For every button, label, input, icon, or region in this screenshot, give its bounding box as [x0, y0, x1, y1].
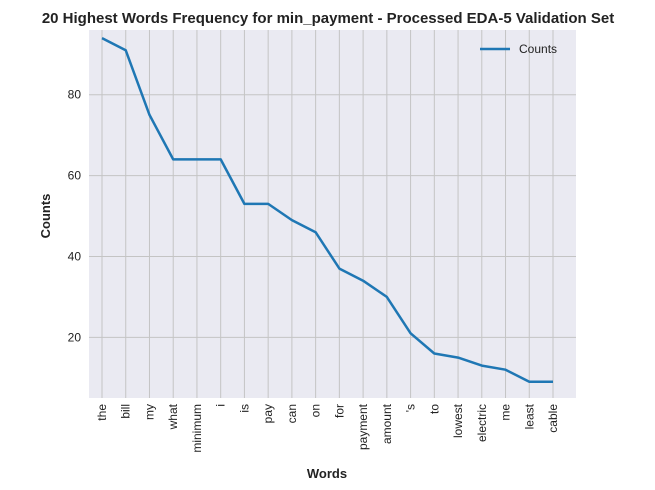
x-tick-label: amount	[380, 403, 394, 444]
y-tick-label: 80	[68, 88, 82, 102]
x-tick-label: pay	[261, 404, 275, 423]
x-tick-label: on	[309, 404, 323, 417]
x-tick-label: the	[95, 404, 109, 421]
legend-label-counts: Counts	[519, 42, 557, 56]
x-tick-label: least	[522, 403, 536, 429]
x-tick-label: payment	[356, 403, 370, 450]
plot-area	[89, 30, 576, 398]
x-tick-label: my	[142, 404, 156, 420]
chart-title: 20 Highest Words Frequency for min_payme…	[42, 10, 614, 27]
y-tick-label: 20	[68, 330, 82, 344]
y-axis-label: Counts	[38, 194, 53, 239]
x-tick-label: bill	[119, 404, 133, 419]
x-tick-label: electric	[475, 404, 489, 442]
x-tick-label: minimum	[190, 404, 204, 453]
x-tick-label: 's	[404, 404, 418, 412]
x-tick-label: for	[332, 404, 346, 418]
x-tick-label: cable	[546, 404, 560, 433]
x-axis-ticks: the bill my what minimum i is pay can on for paymen…	[95, 403, 560, 452]
y-tick-label: 40	[68, 249, 82, 263]
x-axis-label: Words	[307, 466, 347, 481]
y-tick-label: 60	[68, 169, 82, 183]
x-tick-label: lowest	[451, 403, 465, 438]
x-tick-label: me	[499, 404, 513, 421]
x-tick-label: what	[166, 403, 180, 430]
x-tick-label: is	[237, 404, 251, 413]
x-tick-label: i	[214, 404, 228, 407]
x-tick-label: can	[285, 404, 299, 423]
y-axis-ticks: 20 40 60 80	[68, 88, 82, 345]
x-tick-label: to	[427, 404, 441, 414]
